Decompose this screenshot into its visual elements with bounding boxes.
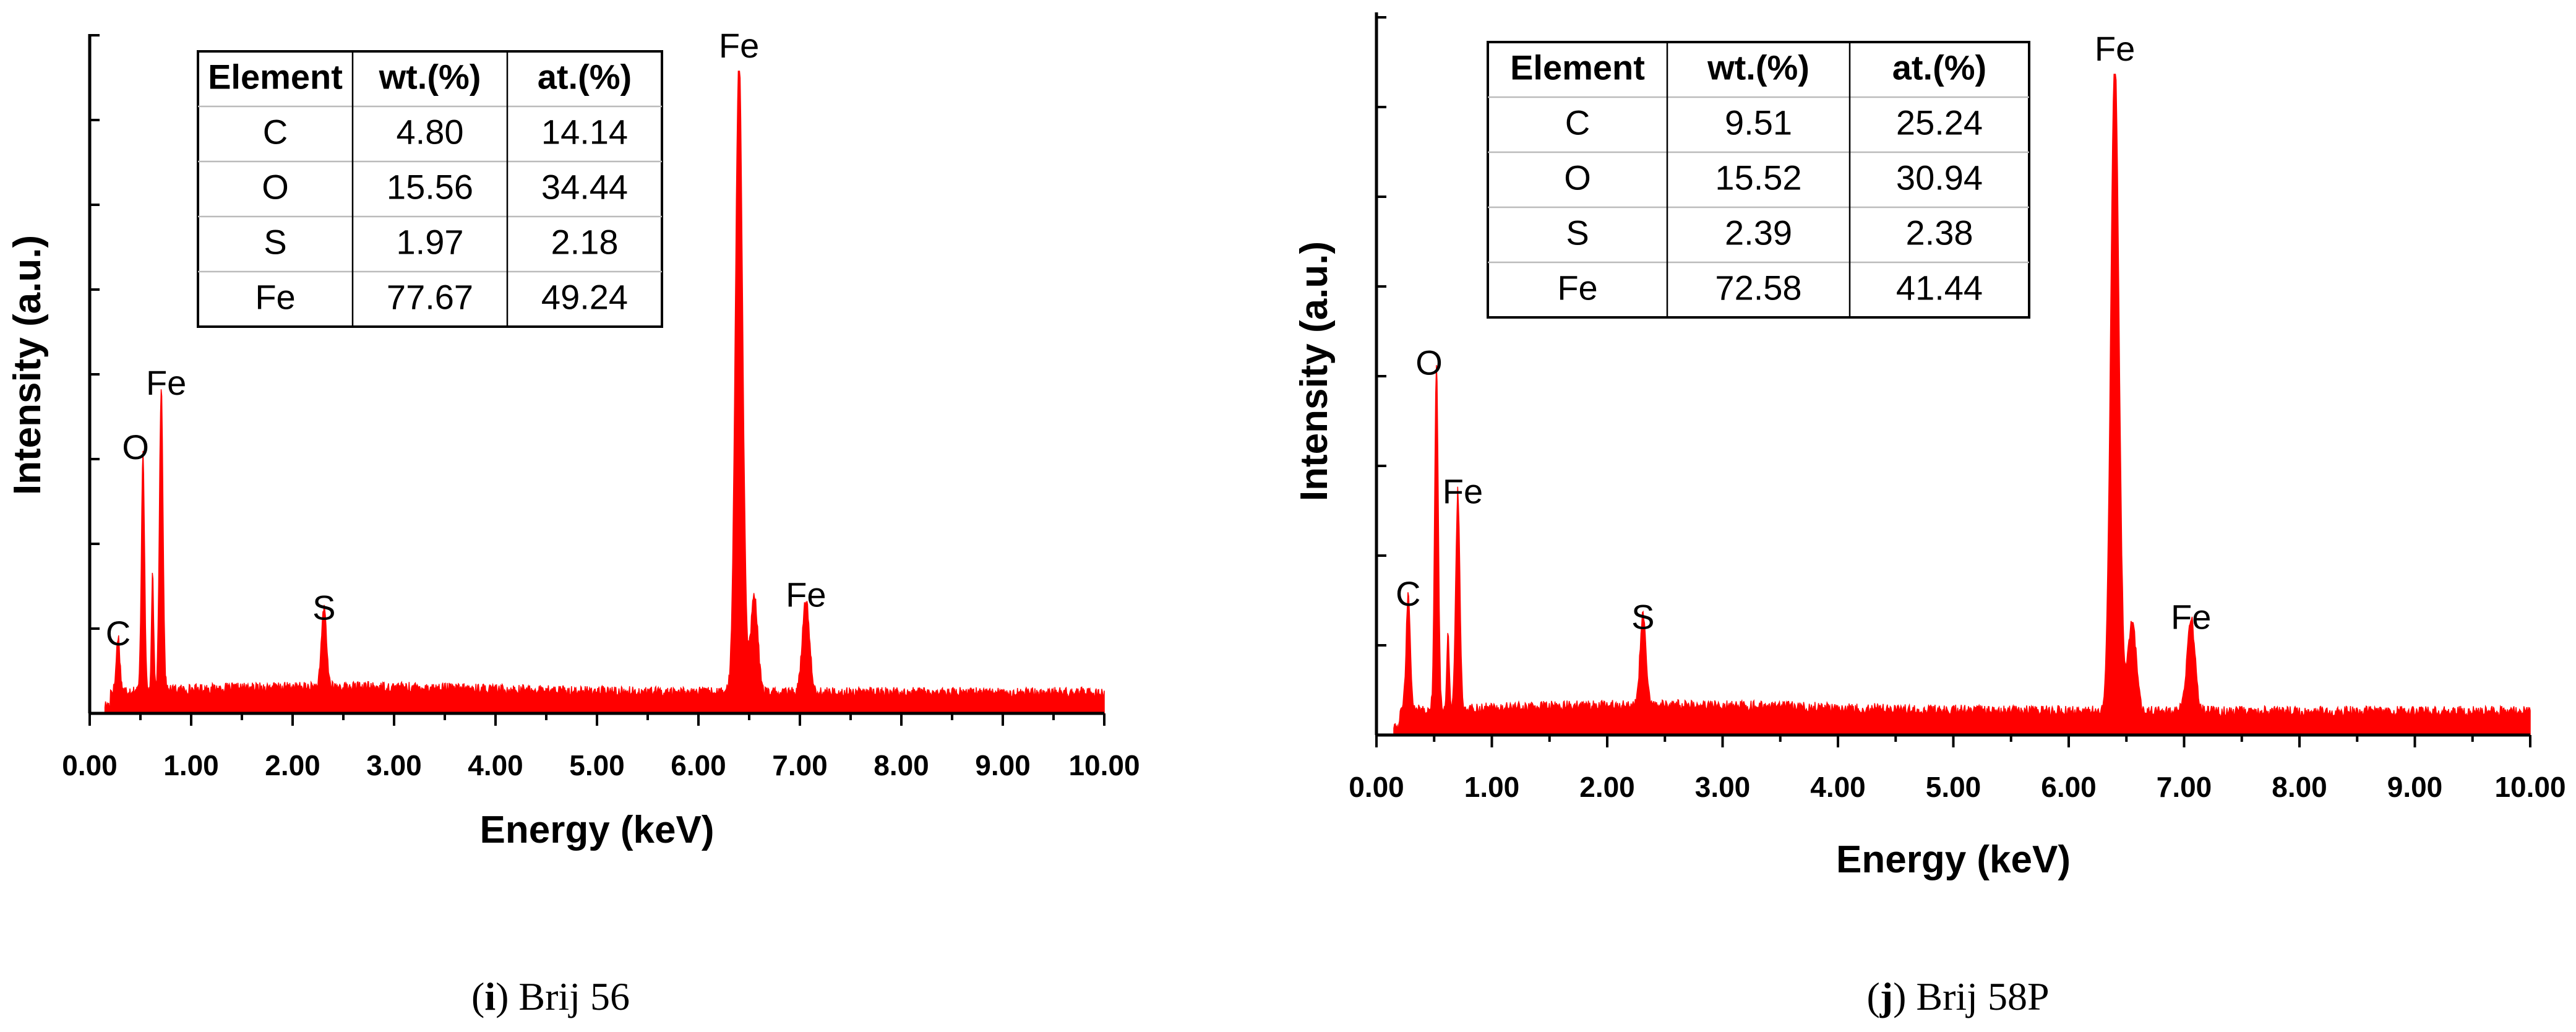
peak-label-o: O <box>1415 343 1443 382</box>
peak-label-s: S <box>1631 597 1654 636</box>
x-tick-label: 9.00 <box>2387 771 2443 803</box>
caption-sample-name: Brij 58P <box>1916 974 2049 1018</box>
peak-label-o: O <box>122 428 149 467</box>
eds-spectrum-panel-brij-56: 0.00 1.00 2.00 3.00 4.00 5.00 6.00 7.00 8.00 9.00… <box>6 26 1140 1018</box>
caption-letter: j <box>1879 974 1893 1018</box>
x-tick-label: 1.00 <box>163 749 219 781</box>
x-axis-title: Energy (keV) <box>1836 838 2071 881</box>
table-cell: 34.44 <box>541 168 628 207</box>
panel-caption: (j) Brij 58P <box>1866 974 2049 1018</box>
peak-label-c: C <box>106 614 131 653</box>
peak-label-fe: Fe <box>2095 29 2135 68</box>
table-header-cell: Element <box>1510 48 1645 87</box>
table-cell: 1.97 <box>397 223 464 262</box>
spectrum-series <box>1393 74 2531 736</box>
table-cell: 2.18 <box>551 223 619 262</box>
x-tick-label: 6.00 <box>2041 771 2097 803</box>
table-header-cell: wt.(%) <box>1707 48 1810 87</box>
table-header-cell: Element <box>208 58 343 97</box>
x-tick-label: 0.00 <box>1349 771 1404 803</box>
table-frame <box>1487 41 2030 319</box>
table-cell: O <box>1564 158 1591 197</box>
table-cell: 41.44 <box>1896 269 1983 307</box>
x-tick-label: 9.00 <box>975 749 1031 781</box>
table-cell: 2.38 <box>1906 213 1973 252</box>
composition-table: Element wt.(%) at.(%) C 4.80 14.14 O 15.56 34.44… <box>197 50 663 328</box>
y-axis-title: Intensity (a.u.) <box>1293 241 1336 501</box>
table-cell: 49.24 <box>541 278 628 317</box>
table-cell: S <box>1566 213 1589 252</box>
table-cell: S <box>264 223 286 262</box>
x-tick-label: 5.00 <box>569 749 625 781</box>
x-tick-label: 3.00 <box>1695 771 1751 803</box>
x-axis-title: Energy (keV) <box>479 809 714 851</box>
table-cell: 4.80 <box>397 113 464 152</box>
table-cell: 15.56 <box>387 168 473 207</box>
x-tick-label: 10.00 <box>2494 771 2565 803</box>
caption-letter: i <box>484 974 496 1018</box>
table-header-cell: at.(%) <box>538 58 632 97</box>
peak-label-fe: Fe <box>1443 472 1483 511</box>
composition-table: Element wt.(%) at.(%) C 9.51 25.24 O 15.52 30.94… <box>1487 41 2030 319</box>
x-tick-label: 10.00 <box>1068 749 1140 781</box>
y-axis-title: Intensity (a.u.) <box>6 235 49 495</box>
table-header-cell: wt.(%) <box>379 58 481 97</box>
x-tick-label: 1.00 <box>1464 771 1520 803</box>
table-cell: 15.52 <box>1715 158 1801 197</box>
peak-label-c: C <box>1396 574 1420 613</box>
x-tick-label: 3.00 <box>366 749 422 781</box>
peak-label-fe: Fe <box>2171 597 2211 636</box>
x-tick-label: 2.00 <box>1579 771 1635 803</box>
table-cell: 77.67 <box>387 278 473 317</box>
table-frame <box>197 50 663 328</box>
spectrum-series <box>104 71 1105 714</box>
table-cell: 9.51 <box>1725 103 1792 142</box>
x-tick-label: 8.00 <box>2272 771 2327 803</box>
table-cell: 14.14 <box>541 113 628 152</box>
table-cell: C <box>263 113 288 152</box>
table-cell: 72.58 <box>1715 269 1801 307</box>
caption-sample-name: Brij 56 <box>518 974 630 1018</box>
table-cell: C <box>1565 103 1590 142</box>
table-cell: 30.94 <box>1896 158 1983 197</box>
table-header-cell: at.(%) <box>1892 48 1986 87</box>
x-tick-label: 4.00 <box>468 749 523 781</box>
x-tick-label: 5.00 <box>1926 771 1981 803</box>
x-tick-label: 7.00 <box>772 749 828 781</box>
table-cell: Fe <box>255 278 295 317</box>
table-cell: O <box>262 168 289 207</box>
table-cell: Fe <box>1557 269 1597 307</box>
peak-label-s: S <box>312 588 335 627</box>
panel-caption: (i) Brij 56 <box>471 974 630 1018</box>
eds-spectrum-panel-brij-58p: 0.00 1.00 2.00 3.00 4.00 5.00 6.00 7.00 8.00 9.00… <box>1293 12 2566 1018</box>
table-cell: 2.39 <box>1725 213 1792 252</box>
peak-label-fe: Fe <box>786 575 826 614</box>
x-tick-label: 7.00 <box>2157 771 2212 803</box>
x-tick-label: 6.00 <box>671 749 726 781</box>
peak-label-fe: Fe <box>719 26 759 65</box>
x-tick-label: 2.00 <box>265 749 320 781</box>
x-tick-label: 4.00 <box>1810 771 1866 803</box>
x-tick-label: 0.00 <box>62 749 118 781</box>
x-tick-label: 8.00 <box>874 749 929 781</box>
peak-label-fe: Fe <box>146 363 186 402</box>
table-cell: 25.24 <box>1896 103 1983 142</box>
